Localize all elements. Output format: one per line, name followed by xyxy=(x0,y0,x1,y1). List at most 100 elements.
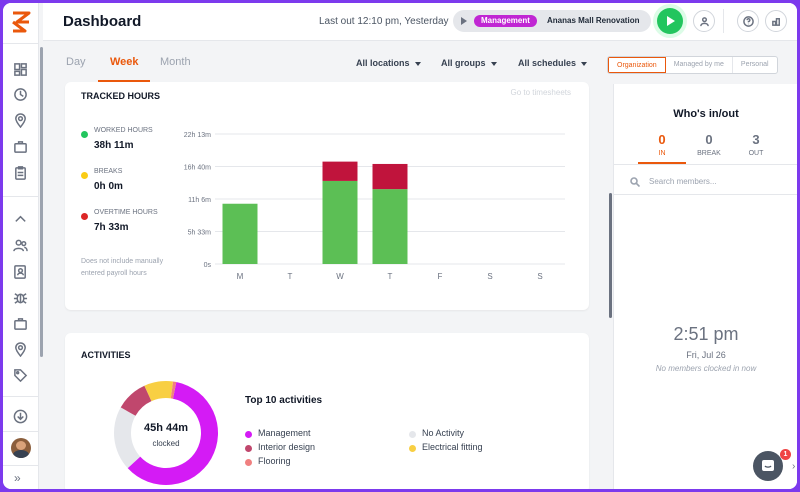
toolbar: Day Week Month All locations All groups … xyxy=(43,42,797,84)
chat-badge: 1 xyxy=(780,449,791,460)
search-input[interactable]: Search members... xyxy=(649,177,717,186)
donut-slice[interactable] xyxy=(114,407,141,469)
go-to-timesheets-link[interactable]: Go to timesheets xyxy=(510,88,571,97)
tracked-hours-title: TRACKED HOURS xyxy=(81,91,161,101)
help-icon xyxy=(742,15,754,27)
dashboard-icon[interactable] xyxy=(10,59,30,79)
activities-title: ACTIVITIES xyxy=(81,350,131,360)
scope-switch: Organization Managed by me Personal xyxy=(607,56,778,74)
download-icon[interactable] xyxy=(10,406,30,426)
help-button[interactable] xyxy=(737,10,759,32)
active-count-indicator xyxy=(638,162,686,164)
play-icon xyxy=(667,16,675,26)
donut-slice[interactable] xyxy=(120,385,152,416)
x-tick-label: S xyxy=(487,272,492,281)
schedules-filter[interactable]: All schedules xyxy=(518,58,587,68)
expand-sidebar-icon[interactable]: » xyxy=(14,471,21,485)
scope-managed[interactable]: Managed by me xyxy=(666,57,733,73)
break-label: BREAK xyxy=(697,150,721,157)
donut-slice[interactable] xyxy=(127,382,219,485)
stat-value: 0h 0m xyxy=(94,181,123,192)
clipboard-icon[interactable] xyxy=(10,162,30,182)
bar-overtime[interactable] xyxy=(372,163,408,190)
legend-label: No Activity xyxy=(422,428,465,438)
sidebar-scrollbar[interactable] xyxy=(40,47,43,357)
bar-worked[interactable] xyxy=(322,180,358,264)
total-hours: 45h 44m xyxy=(143,422,189,434)
briefcase-icon[interactable] xyxy=(10,136,30,156)
header: Dashboard Last out 12:10 pm, Yesterday M… xyxy=(43,3,797,41)
tag-icon[interactable] xyxy=(10,365,30,385)
bug-icon[interactable] xyxy=(10,287,30,307)
in-count: 0 xyxy=(658,132,666,147)
bar-worked[interactable] xyxy=(222,203,258,264)
breaks-dot xyxy=(81,172,88,179)
main-scrollbar[interactable] xyxy=(609,193,612,318)
apps-button[interactable] xyxy=(765,10,787,32)
legend-swatch xyxy=(245,459,252,466)
payroll-note: Does not include manually entered payrol… xyxy=(81,258,164,277)
top-activities-title: Top 10 activities xyxy=(245,395,323,406)
total-label: clocked xyxy=(152,439,180,448)
scope-personal[interactable]: Personal xyxy=(740,61,769,68)
stat-label: BREAKS xyxy=(94,168,123,175)
chat-icon xyxy=(762,460,774,471)
chevron-up-icon[interactable] xyxy=(10,209,30,229)
app-logo-icon[interactable] xyxy=(11,11,31,33)
current-time: 2:51 pm xyxy=(673,324,739,344)
last-out-text: Last out 12:10 pm, Yesterday xyxy=(319,16,449,27)
briefcase-icon[interactable] xyxy=(10,313,30,333)
y-tick-label: 5h 33m xyxy=(188,230,212,237)
activities-card: ACTIVITIES 45h 44m clocked Top 10 activi… xyxy=(65,333,589,489)
tab-week[interactable]: Week xyxy=(110,56,139,68)
avatar[interactable] xyxy=(11,438,31,458)
location-pin-icon[interactable] xyxy=(10,110,30,130)
empty-state: No members clocked in now xyxy=(655,364,757,373)
location-pin-icon[interactable] xyxy=(10,339,30,359)
y-tick-label: 22h 13m xyxy=(184,132,211,139)
chat-button[interactable] xyxy=(753,451,783,481)
hours-chart-svg: 22h 13m 16h 40m 11h 6m 5h 33m 0s M T W T F S S xyxy=(184,132,565,281)
in-label: IN xyxy=(658,150,666,157)
scope-organization[interactable]: Organization xyxy=(608,57,666,73)
search-icon xyxy=(630,177,640,187)
groups-filter[interactable]: All groups xyxy=(441,58,497,68)
stat-value: 38h 11m xyxy=(94,140,134,151)
tab-break[interactable]: 0 BREAK xyxy=(684,132,734,157)
project-name: Ananas Mall Renovation xyxy=(547,16,640,25)
user-document-icon[interactable] xyxy=(10,261,30,281)
tab-day[interactable]: Day xyxy=(66,56,86,68)
play-small-icon xyxy=(461,17,467,25)
chevron-right-icon[interactable]: › xyxy=(792,461,796,472)
x-tick-label: M xyxy=(237,272,244,281)
clock-icon[interactable] xyxy=(10,84,30,104)
legend-label: Management xyxy=(258,428,311,438)
out-count: 3 xyxy=(752,132,760,147)
current-date: Fri, Jul 26 xyxy=(686,350,726,360)
worked-dot xyxy=(81,131,88,138)
timer-selector[interactable]: Management Ananas Mall Renovation xyxy=(453,10,651,32)
bar-worked[interactable] xyxy=(372,189,408,264)
activities-donut-svg xyxy=(114,381,219,485)
y-tick-label: 0s xyxy=(204,262,212,269)
user-icon xyxy=(699,16,709,26)
legend-swatch xyxy=(245,431,252,438)
tab-out[interactable]: 3 OUT xyxy=(731,132,781,157)
user-icon-button[interactable] xyxy=(693,10,715,32)
people-icon[interactable] xyxy=(10,235,30,255)
tab-month[interactable]: Month xyxy=(160,56,191,68)
tab-in[interactable]: 0 IN xyxy=(637,132,687,157)
stat-label: OVERTIME HOURS xyxy=(94,209,158,216)
x-tick-label: T xyxy=(288,272,293,281)
start-timer-button[interactable] xyxy=(657,8,683,34)
app-window: » Dashboard Last out 12:10 pm, Yesterday… xyxy=(3,3,797,489)
locations-filter[interactable]: All locations xyxy=(356,58,421,68)
x-tick-label: S xyxy=(537,272,542,281)
legend-swatch xyxy=(245,445,252,452)
donut-slice[interactable] xyxy=(170,381,177,399)
legend-label: Interior design xyxy=(258,442,316,452)
legend-label: Flooring xyxy=(258,456,291,466)
stat-label: WORKED HOURS xyxy=(94,127,153,134)
donut-slice[interactable] xyxy=(144,381,174,402)
bar-overtime[interactable] xyxy=(322,161,358,181)
